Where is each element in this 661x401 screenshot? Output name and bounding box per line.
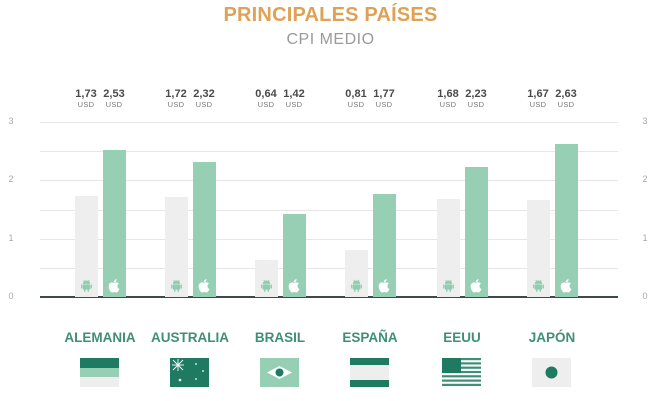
- right-axis-tick-label: 3: [642, 116, 648, 127]
- brazil-flag-icon: [260, 358, 299, 387]
- ios-bar[interactable]: [465, 166, 488, 297]
- android-icon: [79, 278, 94, 293]
- value-currency: USD: [195, 100, 213, 109]
- value-number: 1,42: [283, 88, 305, 100]
- value-currency: USD: [439, 100, 457, 109]
- value-number: 1,67: [527, 88, 549, 100]
- apple-icon: [469, 278, 484, 293]
- ios-bar[interactable]: [555, 143, 578, 297]
- apple-icon: [377, 278, 392, 293]
- ios-value-label: 2,23 USD: [461, 88, 491, 109]
- android-bar[interactable]: [345, 249, 368, 297]
- usa-flag-icon: [442, 358, 481, 387]
- value-currency: USD: [467, 100, 485, 109]
- chart-title: PRINCIPALES PAÍSES: [223, 4, 438, 26]
- country-label: BRASIL: [254, 330, 306, 345]
- ios-value-label: 2,63 USD: [551, 88, 581, 109]
- right-axis-tick-label: 0: [642, 291, 648, 301]
- country-label: ALEMANIA: [64, 330, 136, 345]
- android-icon: [441, 278, 456, 293]
- android-icon: [259, 278, 274, 293]
- value-currency: USD: [77, 100, 95, 109]
- android-bar[interactable]: [75, 196, 98, 297]
- android-bar[interactable]: [165, 196, 188, 297]
- ios-bar[interactable]: [103, 149, 126, 297]
- value-number: 2,63: [555, 88, 577, 100]
- grid-line: [40, 122, 618, 124]
- apple-icon: [559, 278, 574, 293]
- germany-flag-icon: [80, 358, 119, 387]
- apple-icon: [107, 278, 122, 293]
- value-number: 2,32: [193, 88, 215, 100]
- ios-bar[interactable]: [193, 161, 216, 297]
- left-axis-tick-label: 3: [8, 116, 14, 127]
- value-currency: USD: [285, 100, 303, 109]
- chart-subtitle: CPI MEDIO: [286, 31, 375, 48]
- value-number: 2,23: [465, 88, 487, 100]
- android-value-label: 0,64 USD: [251, 88, 281, 109]
- ios-bar[interactable]: [373, 193, 396, 297]
- grid-line: [40, 180, 618, 182]
- android-value-label: 1,68 USD: [433, 88, 463, 109]
- value-currency: USD: [557, 100, 575, 109]
- value-currency: USD: [257, 100, 275, 109]
- android-bar[interactable]: [437, 199, 460, 297]
- right-axis-tick-label: 2: [642, 174, 648, 185]
- value-currency: USD: [375, 100, 393, 109]
- android-bar[interactable]: [527, 199, 550, 297]
- android-value-label: 0,81 USD: [341, 88, 371, 109]
- grid-line: [40, 151, 618, 153]
- grid-line: [40, 209, 618, 211]
- android-value-label: 1,73 USD: [71, 88, 101, 109]
- ios-value-label: 2,53 USD: [99, 88, 129, 109]
- android-value-label: 1,67 USD: [523, 88, 553, 109]
- value-currency: USD: [347, 100, 365, 109]
- value-number: 1,68: [437, 88, 459, 100]
- x-axis-baseline: [40, 296, 618, 298]
- left-axis-tick-label: 1: [8, 232, 14, 243]
- spain-flag-icon: [350, 358, 389, 387]
- value-currency: USD: [105, 100, 123, 109]
- value-number: 1,73: [75, 88, 97, 100]
- grid-line: [40, 238, 618, 240]
- android-icon: [349, 278, 364, 293]
- value-currency: USD: [167, 100, 185, 109]
- android-icon: [531, 278, 546, 293]
- country-label: EEUU: [443, 330, 481, 345]
- japan-flag-icon: [532, 358, 571, 387]
- value-number: 1,72: [165, 88, 187, 100]
- grid-line: [40, 267, 618, 269]
- value-number: 0,64: [255, 88, 277, 100]
- value-number: 1,77: [373, 88, 395, 100]
- ios-value-label: 2,32 USD: [189, 88, 219, 109]
- value-number: 0,81: [345, 88, 367, 100]
- left-axis-tick-label: 2: [8, 174, 14, 185]
- country-label: ESPAÑA: [342, 330, 398, 345]
- country-label: AUSTRALIA: [151, 330, 229, 345]
- ios-bar[interactable]: [283, 214, 306, 297]
- apple-icon: [197, 278, 212, 293]
- left-axis-tick-label: 0: [8, 291, 14, 301]
- android-value-label: 1,72 USD: [161, 88, 191, 109]
- country-label: JAPÓN: [528, 330, 576, 345]
- ios-value-label: 1,77 USD: [369, 88, 399, 109]
- right-axis-tick-label: 1: [642, 232, 648, 243]
- value-number: 2,53: [103, 88, 125, 100]
- android-bar[interactable]: [255, 259, 278, 297]
- australia-flag-icon: [170, 358, 209, 387]
- ios-value-label: 1,42 USD: [279, 88, 309, 109]
- android-icon: [169, 278, 184, 293]
- value-currency: USD: [529, 100, 547, 109]
- apple-icon: [287, 278, 302, 293]
